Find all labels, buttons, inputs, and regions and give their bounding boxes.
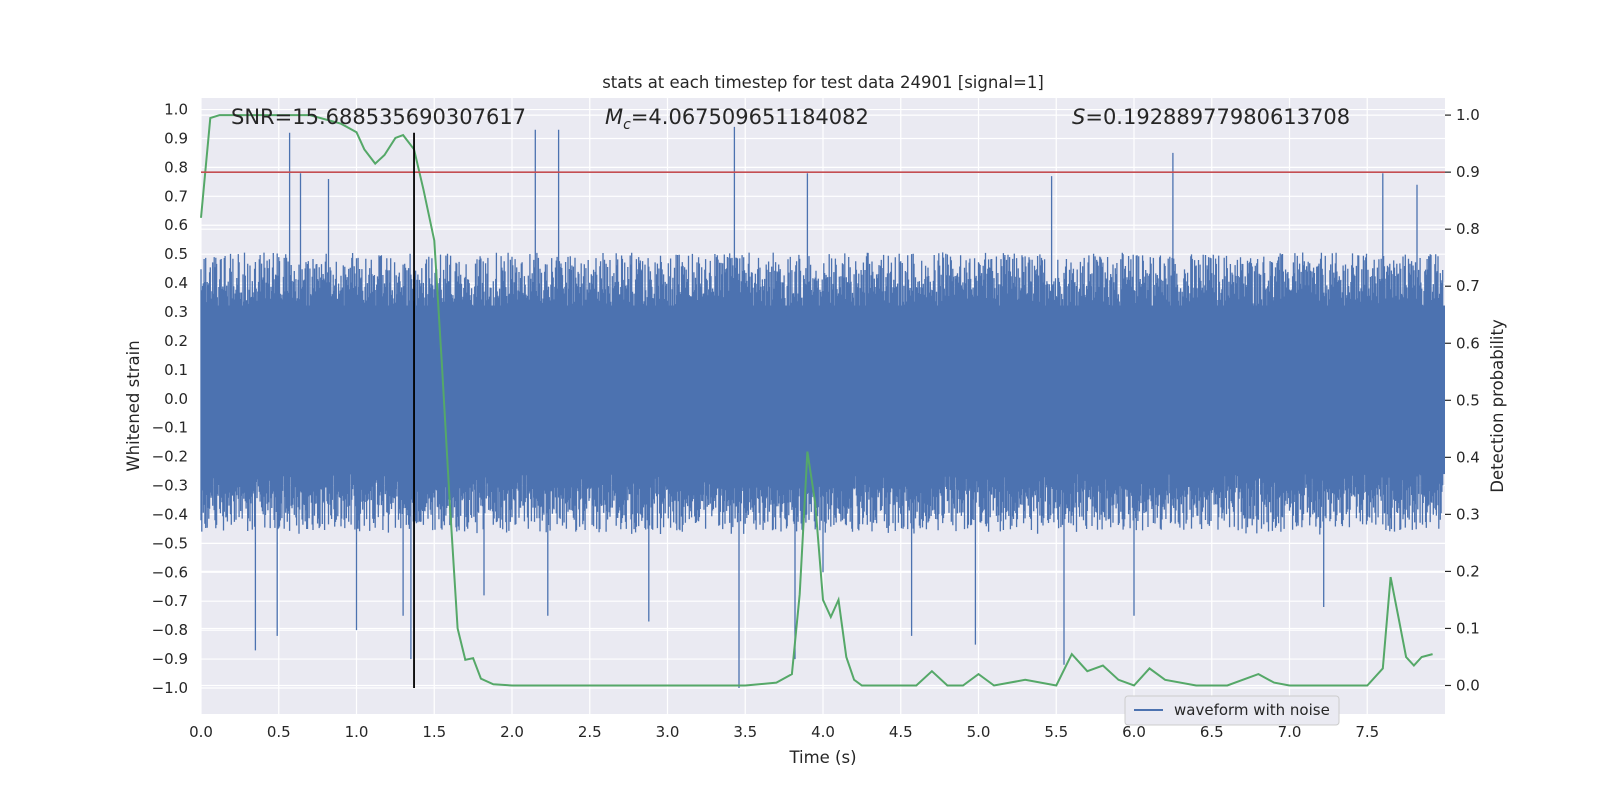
y-tick-label: −0.8 [152,621,188,639]
y-axis-label: Whitened strain [124,340,143,471]
x-tick-label: 4.5 [889,723,913,741]
y-tick-label: 0.4 [164,274,188,292]
y-tick-label: 0.3 [164,303,188,321]
y-tick-label: 0.9 [164,129,188,147]
s-symbol: S [1072,105,1085,129]
right-y-tick-label: 0.8 [1456,220,1480,238]
chirp-mass-subscript: c [623,117,631,133]
waveform-line [200,126,1444,688]
y-tick-label: 0.1 [164,361,188,379]
right-y-axis-ticks: 1.0 0.9 0.8 0.7 0.6 0.5 0.4 0.3 0.2 0.1 0.0 [1445,106,1480,694]
y-tick-label: −0.7 [152,592,188,610]
y-tick-label: −1.0 [152,679,188,697]
chirp-mass-annotation: Mc=4.067509651184082 [605,105,869,133]
chirp-mass-symbol: M [605,105,623,129]
chart-title: stats at each timestep for test data 249… [602,73,1044,92]
waveform-series [200,126,1445,688]
x-tick-label: 2.0 [500,723,524,741]
x-tick-label: 5.0 [967,723,991,741]
x-tick-label: 1.0 [345,723,369,741]
right-y-tick-label: 0.0 [1456,676,1480,694]
y-tick-label: −0.3 [152,477,188,495]
right-y-tick-label: 0.5 [1456,391,1480,409]
x-axis-ticks: 0.0 0.5 1.0 1.5 2.0 2.5 3.0 3.5 4.0 4.5 5.0 5.5 6.0 6… [189,723,1379,741]
x-tick-label: 4.0 [811,723,835,741]
legend-label: waveform with noise [1174,701,1330,719]
right-y-tick-label: 1.0 [1456,106,1480,124]
y-tick-label: 0.5 [164,245,188,263]
right-y-tick-label: 0.1 [1456,619,1480,637]
right-y-tick-label: 0.2 [1456,562,1480,580]
x-tick-label: 7.5 [1355,723,1379,741]
x-tick-label: 3.0 [656,723,680,741]
y-tick-label: 0.8 [164,158,188,176]
y-tick-label: −0.2 [152,448,188,466]
right-y-tick-label: 0.9 [1456,163,1480,181]
right-y-tick-label: 0.4 [1456,448,1480,466]
y-tick-label: 0.6 [164,216,188,234]
x-tick-label: 6.0 [1122,723,1146,741]
y-tick-label: 0.0 [164,390,188,408]
overlay-lines [201,132,1445,688]
x-tick-label: 0.0 [189,723,213,741]
y-tick-label: −0.1 [152,419,188,437]
right-y-tick-label: 0.3 [1456,505,1480,523]
y-tick-label: −0.6 [152,563,188,581]
probability-series [200,114,1433,687]
s-value: =0.19288977980613708 [1085,105,1350,129]
y-tick-label: −0.5 [152,534,188,552]
y-tick-label: −0.4 [152,505,188,523]
x-tick-label: 3.5 [733,723,757,741]
y-tick-label: −0.9 [152,650,188,668]
right-y-tick-label: 0.6 [1456,334,1480,352]
legend: waveform with noise [1124,695,1340,726]
legend-box [1124,695,1340,726]
snr-annotation: SNR=15.688535690307617 [231,105,526,129]
x-tick-label: 0.5 [267,723,291,741]
right-y-axis-label: Detection probability [1488,319,1507,493]
probability-line [200,114,1433,687]
y-axis-ticks: 1.0 0.9 0.8 0.7 0.6 0.5 0.4 0.3 0.2 0.1 0.0 −0.1 −0.… [152,101,188,697]
y-tick-label: 0.2 [164,332,188,350]
x-tick-label: 1.5 [422,723,446,741]
x-tick-label: 6.5 [1200,723,1224,741]
y-tick-label: 0.7 [164,187,188,205]
y-tick-label: 1.0 [164,101,188,119]
x-tick-label: 5.5 [1044,723,1068,741]
x-axis-label: Time (s) [788,748,856,767]
right-y-tick-label: 0.7 [1456,277,1480,295]
x-tick-label: 7.0 [1278,723,1302,741]
s-annotation: S=0.19288977980613708 [1072,105,1350,129]
x-tick-label: 2.5 [578,723,602,741]
chirp-mass-value: =4.067509651184082 [631,105,869,129]
